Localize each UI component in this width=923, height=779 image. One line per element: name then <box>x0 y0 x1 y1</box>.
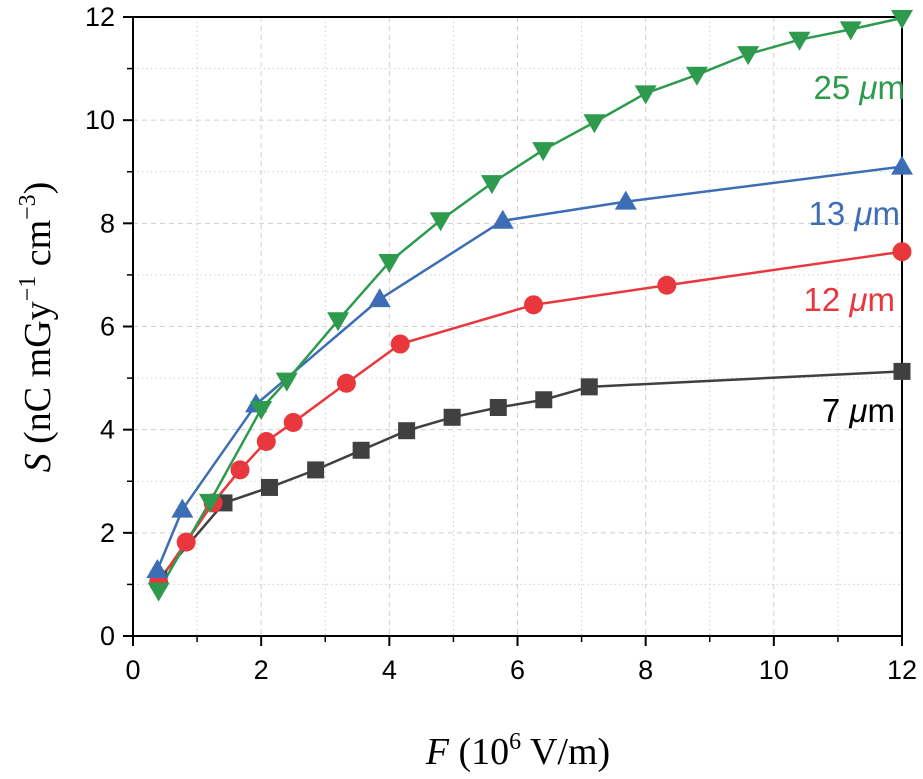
data-point-triangle-up <box>171 498 194 518</box>
data-point-triangle-up <box>146 558 169 578</box>
x-tick-label: 4 <box>382 655 397 685</box>
x-axis-variable: F <box>425 731 450 773</box>
data-point-triangle-down <box>327 312 350 332</box>
data-point-triangle-up <box>614 190 637 210</box>
x-tick-label: 10 <box>759 655 789 685</box>
data-point-circle <box>524 295 544 315</box>
data-point-triangle-down <box>250 401 273 421</box>
data-point-triangle-up <box>491 209 514 229</box>
series-line <box>156 165 903 571</box>
data-point-triangle-down <box>275 372 298 392</box>
data-point-triangle-down <box>480 175 503 195</box>
series-label: 13 μm <box>809 195 900 232</box>
data-point-triangle-down <box>634 85 657 105</box>
data-point-triangle-down <box>891 10 913 30</box>
data-point-triangle-down <box>788 31 811 51</box>
data-point-triangle-down <box>583 114 606 134</box>
y-axis-title: S (nC mGy−1 cm−3) <box>15 182 59 473</box>
y-tick-label: 12 <box>85 2 115 32</box>
data-point-triangle-down <box>147 582 170 602</box>
data-point-triangle-up <box>891 155 913 175</box>
data-point-triangle-down <box>737 46 760 66</box>
axes: 0 2 4 6 8 10 12 0 2 4 6 8 10 12 <box>85 2 917 685</box>
data-point-triangle-down <box>685 66 708 86</box>
y-tick-label: 8 <box>100 208 115 238</box>
y-tick-label: 0 <box>100 621 115 651</box>
data-point-square <box>307 461 325 479</box>
x-tick-label: 12 <box>887 655 917 685</box>
data-point-square <box>489 398 507 416</box>
data-point-circle <box>230 460 250 480</box>
data-point-square <box>443 408 461 426</box>
series-label: 7 μm <box>822 392 895 429</box>
data-point-circle <box>390 334 410 354</box>
series-line <box>157 16 903 592</box>
grid <box>133 17 902 636</box>
data-point-triangle-down <box>429 212 452 232</box>
data-point-circle <box>657 275 677 295</box>
y-tick-label: 6 <box>100 312 115 342</box>
data-point-triangle-down <box>378 254 401 274</box>
data-point-square <box>352 441 370 459</box>
data-point-triangle-down <box>839 21 862 41</box>
data-point-circle <box>176 532 196 552</box>
data-point-square <box>398 422 416 440</box>
y-tick-label: 2 <box>100 518 115 548</box>
data-point-square <box>893 362 911 380</box>
data-point-circle <box>283 412 303 432</box>
x-tick-label: 0 <box>125 655 140 685</box>
series-markers <box>146 10 913 602</box>
data-point-triangle-up <box>368 288 391 308</box>
data-point-square <box>580 378 598 396</box>
series-labels: 7 μm 12 μm 13 μm 25 μm <box>804 69 905 429</box>
x-axis-title: F (106 V/m) <box>425 729 610 773</box>
data-point-square <box>260 478 278 496</box>
data-point-circle <box>256 432 276 452</box>
x-tick-label: 8 <box>638 655 653 685</box>
y-tick-label: 10 <box>85 105 115 135</box>
x-tick-label: 6 <box>510 655 525 685</box>
series-label: 12 μm <box>804 281 895 318</box>
y-tick-label: 4 <box>100 415 115 445</box>
x-tick-label: 2 <box>254 655 269 685</box>
data-point-square <box>535 391 553 409</box>
series-label: 25 μm <box>814 69 905 106</box>
data-point-circle <box>892 242 912 262</box>
data-point-circle <box>336 373 356 393</box>
y-axis-variable: S <box>17 453 59 472</box>
data-point-triangle-down <box>532 142 555 162</box>
data-point-triangle-down <box>198 493 221 513</box>
